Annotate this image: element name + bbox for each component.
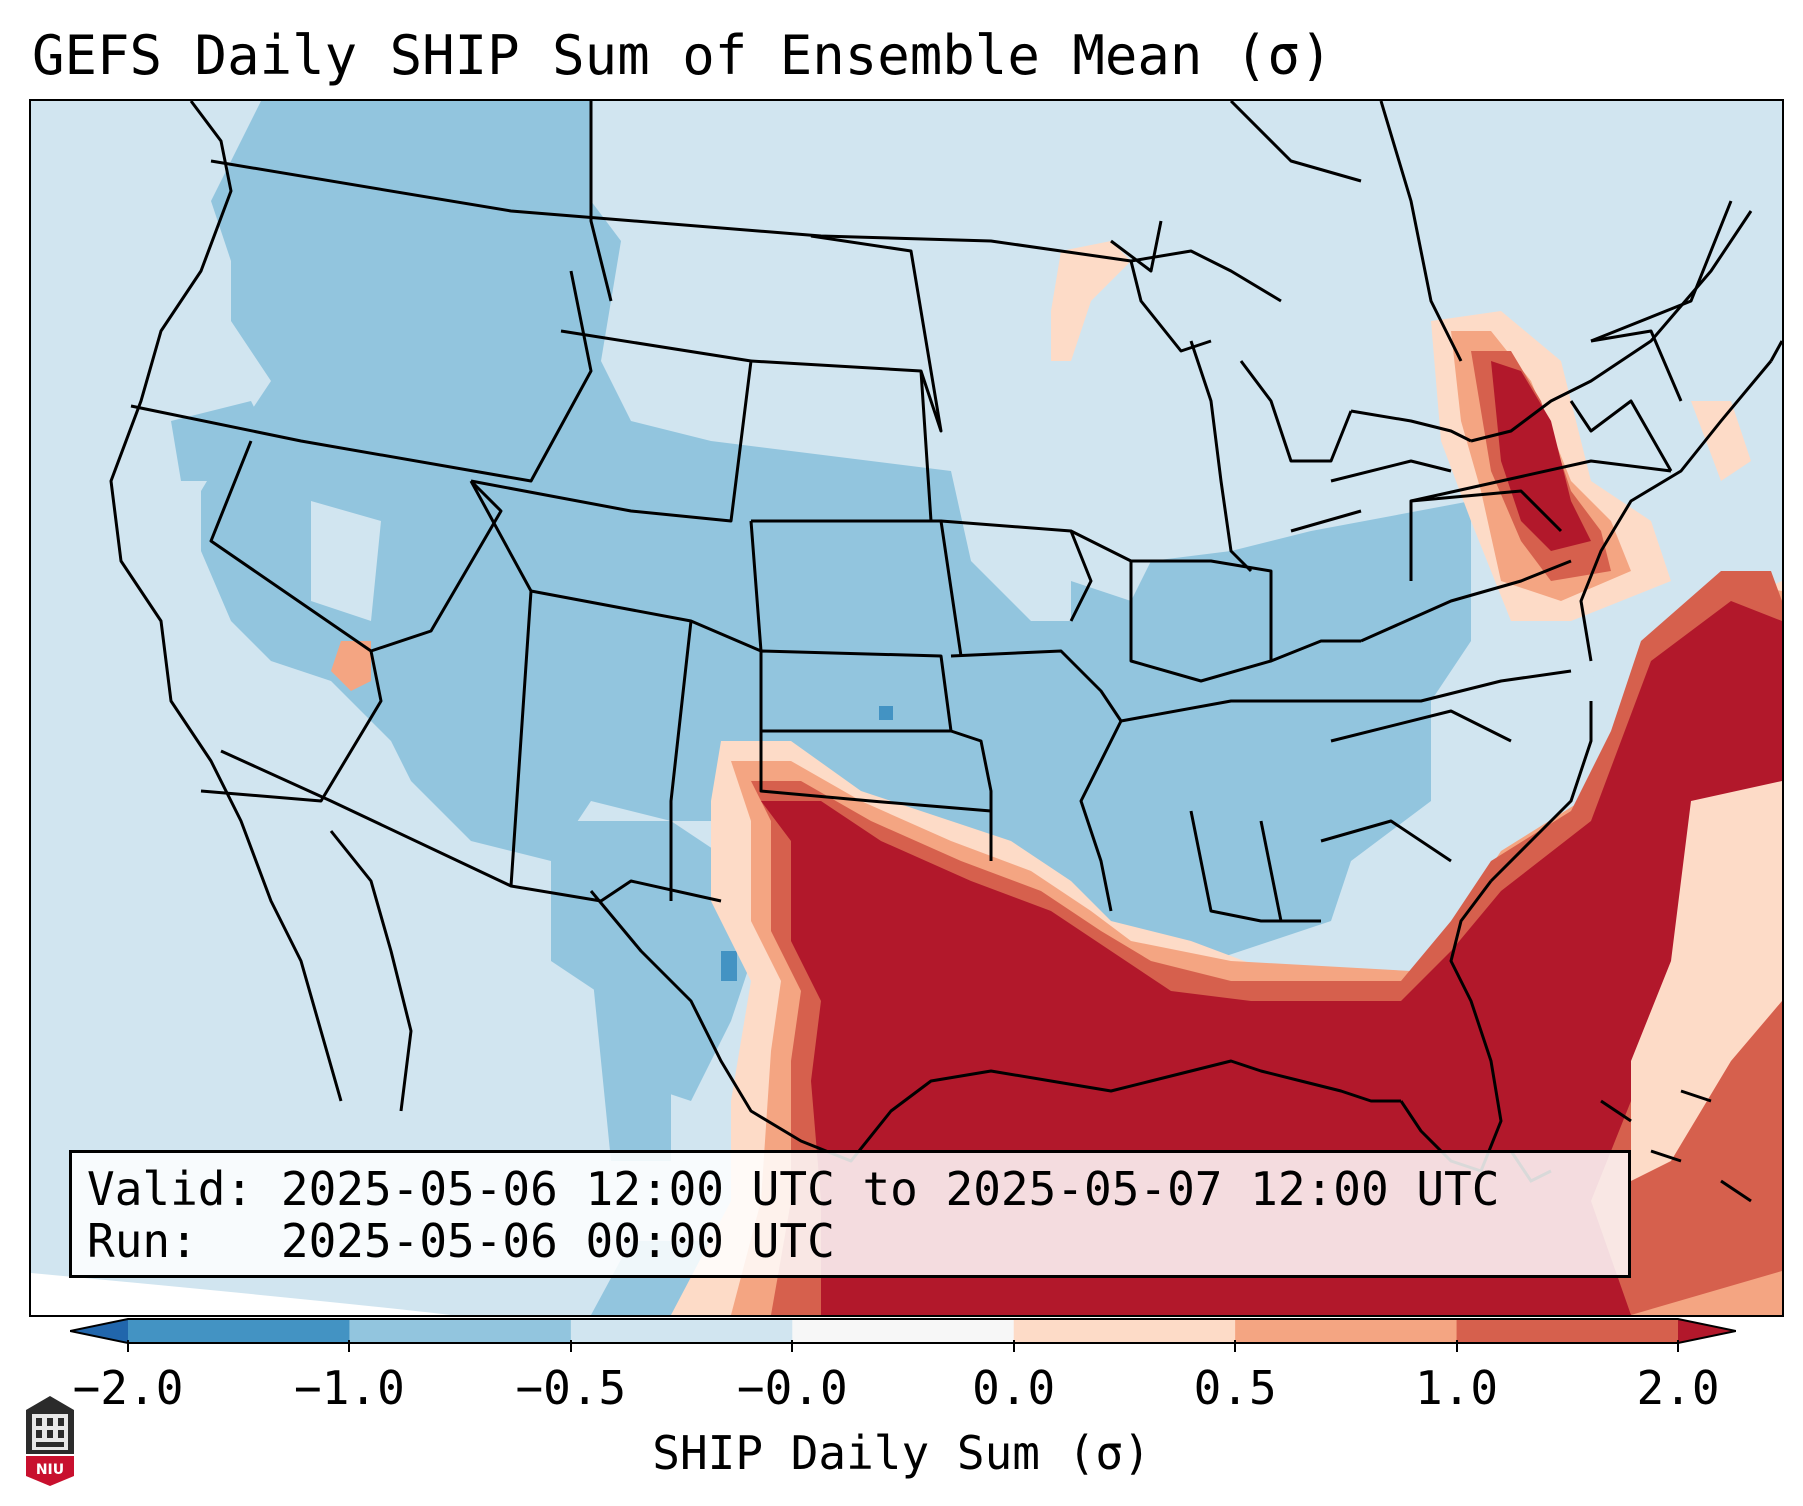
colorbar-tick-label: 0.0: [972, 1361, 1056, 1415]
colorbar-tick: [1234, 1340, 1237, 1352]
colorbar-tick: [1455, 1340, 1458, 1352]
coastlines: [109, 101, 1782, 1173]
colorbar-bin: [1235, 1319, 1458, 1343]
extreme-positive-areas: [761, 361, 1782, 1315]
colorbar-tick-label: −0.0: [736, 1361, 848, 1415]
colorbar-bin: [570, 1319, 793, 1343]
colorbar-tick-label: 0.5: [1193, 1361, 1277, 1415]
colorbar-tick: [348, 1340, 351, 1352]
niu-logo-icon: NIU: [26, 1396, 74, 1486]
colorbar-label: SHIP Daily Sum (σ): [652, 1426, 1151, 1480]
colorbar-tick: [1677, 1340, 1679, 1352]
logo-text: NIU: [36, 1462, 64, 1478]
atlantic-weak-lobe: [1631, 781, 1782, 1181]
colorbar-tick: [569, 1340, 572, 1352]
colorbar: [70, 1318, 1736, 1344]
colorbar-bin: [792, 1319, 1015, 1343]
colorbar-over-extension: [1678, 1319, 1736, 1343]
colorbar-bin: [1456, 1319, 1679, 1343]
map-panel[interactable]: Valid: 2025-05-06 12:00 UTC to 2025-05-0…: [29, 99, 1784, 1317]
run-label: Run:: [87, 1214, 198, 1268]
colorbar-under-extension: [70, 1319, 128, 1343]
valid-value: 2025-05-06 12:00 UTC to 2025-05-07 12:00…: [280, 1162, 1500, 1216]
colorbar-tick-label: 2.0: [1636, 1361, 1720, 1415]
colorbar-tick: [127, 1340, 129, 1352]
page-title: GEFS Daily SHIP Sum of Ensemble Mean (σ): [32, 24, 1333, 87]
colorbar-tick-label: −0.5: [515, 1361, 627, 1415]
colorbar-tick-label: −2.0: [72, 1361, 184, 1415]
colorbar-tick-label: −1.0: [294, 1361, 405, 1415]
run-value: 2025-05-06 00:00 UTC: [280, 1214, 835, 1268]
strong-negative-spots: [721, 706, 893, 981]
colorbar-tick-label: 1.0: [1415, 1361, 1499, 1415]
projection-edge-left: [31, 1273, 451, 1315]
run-line: Run: 2025-05-06 00:00 UTC: [87, 1215, 835, 1267]
info-box: Valid: 2025-05-06 12:00 UTC to 2025-05-0…: [69, 1150, 1631, 1278]
valid-label: Valid:: [87, 1162, 254, 1216]
valid-line: Valid: 2025-05-06 12:00 UTC to 2025-05-0…: [87, 1163, 1499, 1215]
colorbar-bin: [349, 1319, 572, 1343]
ship-map[interactable]: [31, 101, 1782, 1315]
colorbar-tick: [791, 1340, 794, 1352]
colorbar-bin: [1013, 1319, 1236, 1343]
state-borders: [130, 101, 1683, 923]
colorbar-bin: [128, 1319, 350, 1343]
colorbar-tick: [1012, 1340, 1015, 1352]
